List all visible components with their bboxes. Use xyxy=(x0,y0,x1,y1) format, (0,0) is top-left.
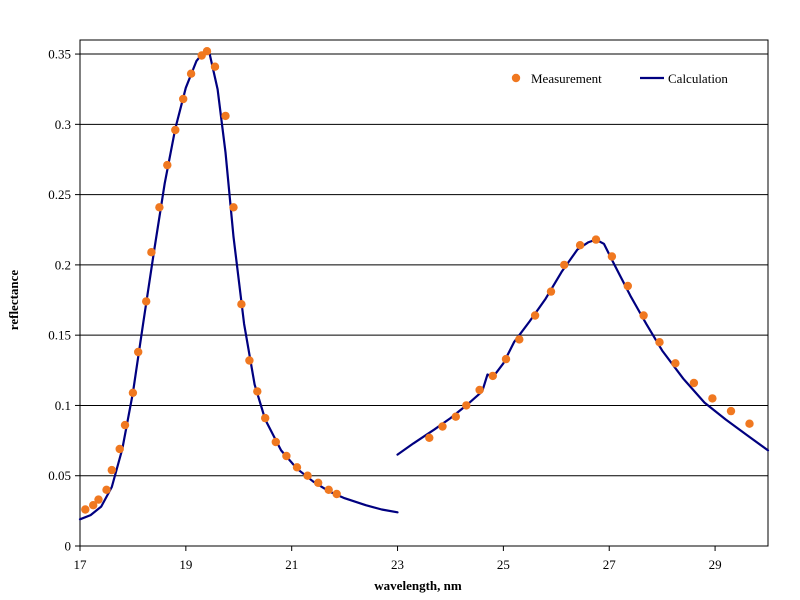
legend-measurement-label: Measurement xyxy=(531,71,602,86)
y-tick-label: 0.35 xyxy=(48,47,71,62)
x-tick-label: 27 xyxy=(603,557,617,572)
measurement-points xyxy=(81,47,754,514)
legend-calculation-label: Calculation xyxy=(668,71,728,86)
x-tick-label: 25 xyxy=(497,557,510,572)
y-tick-label: 0.15 xyxy=(48,328,71,343)
measurement-point xyxy=(515,335,524,344)
x-tick-label: 21 xyxy=(285,557,298,572)
measurement-point xyxy=(488,371,497,381)
x-axis-ticks: 17 19 21 23 25 27 29 xyxy=(74,546,722,572)
legend-measurement-marker xyxy=(511,73,521,83)
measurement-point xyxy=(237,300,246,309)
measurement-point xyxy=(438,422,447,431)
measurement-point xyxy=(708,394,717,403)
measurement-point xyxy=(171,125,180,135)
calculation-line-segment xyxy=(78,50,399,521)
y-tick-label: 0.05 xyxy=(48,468,71,483)
calculation-line-segment xyxy=(396,238,770,456)
measurement-point xyxy=(89,501,98,510)
y-axis-title: reflectance xyxy=(6,270,21,331)
measurement-point xyxy=(332,489,341,499)
measurement-point xyxy=(202,47,212,56)
measurement-point xyxy=(314,478,323,487)
measurement-point xyxy=(81,505,90,514)
measurement-point xyxy=(210,62,220,71)
measurement-point xyxy=(689,378,699,388)
y-tick-label: 0.25 xyxy=(48,187,71,202)
measurement-point xyxy=(179,94,188,104)
measurement-point xyxy=(425,433,434,442)
measurement-point xyxy=(292,463,302,472)
measurement-point xyxy=(221,111,230,121)
measurement-point xyxy=(623,281,632,291)
measurement-point xyxy=(245,356,254,365)
measurement-point xyxy=(120,420,130,430)
y-tick-label: 0.3 xyxy=(55,117,71,132)
measurement-point xyxy=(163,160,172,170)
y-tick-label: 0.2 xyxy=(55,257,71,272)
x-axis-title: wavelength, nm xyxy=(374,578,462,593)
measurement-point xyxy=(324,485,333,494)
measurement-point xyxy=(501,354,511,364)
y-axis-ticks: 0 0.05 0.1 0.15 0.2 0.25 0.3 0.35 xyxy=(48,47,80,554)
measurement-point xyxy=(639,311,648,320)
measurement-point xyxy=(128,388,138,397)
measurement-point xyxy=(147,248,156,257)
measurement-point xyxy=(745,419,754,428)
measurement-point xyxy=(671,359,680,368)
measurement-point xyxy=(655,338,664,347)
measurement-point xyxy=(253,387,262,396)
measurement-point xyxy=(462,401,471,410)
measurement-point xyxy=(546,287,556,296)
x-tick-label: 23 xyxy=(391,557,404,572)
measurement-point xyxy=(229,203,238,212)
y-tick-label: 0.1 xyxy=(55,398,71,413)
measurement-point xyxy=(303,471,312,480)
measurement-point xyxy=(575,241,585,250)
calculation-lines xyxy=(78,50,770,521)
gridlines xyxy=(80,53,768,477)
measurement-point xyxy=(530,311,540,320)
measurement-point xyxy=(271,437,280,447)
measurement-point xyxy=(102,485,111,494)
x-tick-label: 29 xyxy=(709,557,722,572)
measurement-point xyxy=(560,260,569,270)
measurement-point xyxy=(282,451,291,461)
measurement-point xyxy=(591,235,601,244)
measurement-point xyxy=(186,69,196,78)
measurement-point xyxy=(94,495,103,504)
measurement-point xyxy=(107,465,117,475)
measurement-point xyxy=(142,297,151,306)
measurement-point xyxy=(607,252,617,261)
plot-area-frame xyxy=(79,39,769,547)
measurement-point xyxy=(726,406,736,416)
legend: Measurement Calculation xyxy=(511,71,728,86)
measurement-point xyxy=(261,413,270,423)
measurement-point xyxy=(475,385,484,395)
x-tick-label: 19 xyxy=(179,557,192,572)
measurement-point xyxy=(451,412,460,421)
x-tick-label: 17 xyxy=(74,557,88,572)
y-tick-label: 0 xyxy=(65,539,72,554)
measurement-point xyxy=(155,203,164,212)
measurement-point xyxy=(134,347,143,357)
measurement-point xyxy=(115,444,124,454)
